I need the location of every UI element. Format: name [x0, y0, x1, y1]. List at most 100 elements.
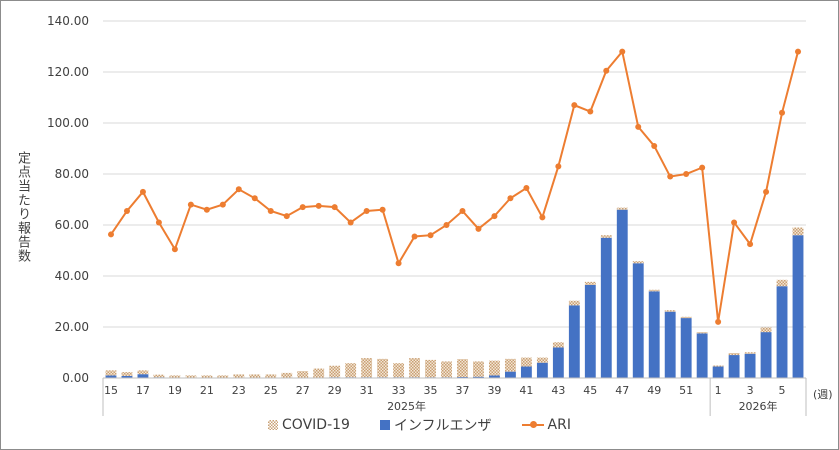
- ari-point: [747, 241, 754, 248]
- legend-label: ARI: [547, 417, 571, 433]
- x-group-label: 2026年: [739, 399, 778, 413]
- covid-bar: [153, 374, 165, 378]
- legend-item-influenza: インフルエンザ: [379, 415, 492, 435]
- covid-bar: [632, 261, 644, 264]
- ari-point: [763, 188, 770, 195]
- ari-point: [123, 207, 130, 214]
- influenza-bar: [680, 318, 692, 378]
- covid-bar: [568, 300, 580, 306]
- covid-bar: [201, 375, 213, 378]
- legend-label: COVID-19: [282, 417, 350, 433]
- covid-bar: [744, 352, 756, 354]
- x-tick-label: 23: [232, 384, 246, 397]
- ari-point: [603, 67, 610, 74]
- ari-point: [459, 207, 466, 214]
- influenza-bar: [744, 353, 756, 378]
- ari-point: [267, 207, 274, 214]
- ari-point: [667, 173, 674, 180]
- x-tick-label: 21: [200, 384, 214, 397]
- covid-bar: [616, 207, 628, 210]
- covid-bar: [169, 375, 181, 378]
- y-tick-label: 100.00: [47, 116, 89, 130]
- x-tick-label: 3: [747, 384, 754, 397]
- x-tick-label: 49: [647, 384, 661, 397]
- influenza-bar: [137, 374, 149, 378]
- ari-point: [635, 123, 642, 130]
- covid-bar: [217, 375, 229, 378]
- ari-point: [411, 233, 418, 240]
- covid-bar: [425, 359, 436, 378]
- x-group-label: 2025年: [387, 399, 426, 413]
- x-tick-label: 33: [392, 384, 406, 397]
- y-tick-label: 120.00: [47, 65, 89, 79]
- ari-point: [491, 213, 498, 220]
- influenza-bar: [776, 286, 788, 378]
- covid-bar: [776, 279, 788, 287]
- x-tick-label: 39: [487, 384, 501, 397]
- y-tick-label: 60.00: [55, 218, 89, 232]
- ari-point: [395, 260, 402, 267]
- covid-bar: [489, 360, 500, 376]
- influenza-bar: [121, 375, 133, 378]
- influenza-bar: [696, 333, 708, 378]
- covid-bar: [281, 372, 293, 378]
- ari-point: [779, 109, 786, 116]
- ari-point: [507, 195, 514, 202]
- covid-swatch: [268, 420, 279, 430]
- covid-bar: [473, 361, 484, 377]
- covid-bar: [105, 370, 117, 376]
- legend-item-covid: COVID-19: [268, 415, 350, 435]
- ari-point: [331, 204, 338, 211]
- covid-bar: [249, 374, 261, 378]
- ari-point: [555, 163, 562, 170]
- covid-bar: [520, 357, 532, 367]
- ari-point: [315, 202, 322, 209]
- ari-point: [187, 201, 194, 208]
- covid-bar: [185, 375, 197, 378]
- ari-point: [523, 185, 530, 192]
- x-tick-label: 5: [779, 384, 786, 397]
- influenza-bar: [648, 291, 660, 378]
- covid-bar: [265, 374, 277, 378]
- covid-bar: [600, 235, 612, 238]
- ari-point: [379, 206, 386, 213]
- x-tick-label: 31: [360, 384, 374, 397]
- influenza-bar: [568, 305, 580, 378]
- y-tick-label: 80.00: [55, 167, 89, 181]
- influenza-bar: [552, 347, 564, 378]
- covid-bar: [345, 363, 357, 378]
- influenza-bar: [504, 371, 516, 378]
- x-tick-label: 43: [551, 384, 565, 397]
- covid-bar: [552, 342, 564, 348]
- covid-bar: [728, 353, 740, 356]
- influenza-bar: [536, 362, 548, 378]
- influenza-bar: [632, 263, 644, 378]
- legend: COVID-19 インフルエンザ ARI: [1, 415, 838, 435]
- influenza-bar: [489, 375, 500, 378]
- ari-point: [731, 219, 738, 226]
- x-tick-label: 45: [583, 384, 597, 397]
- ari-point: [571, 102, 578, 109]
- influenza-bar: [584, 284, 596, 378]
- influenza-bar: [712, 366, 724, 378]
- x-tick-label: 41: [519, 384, 533, 397]
- ari-point: [363, 207, 370, 214]
- ari-point: [107, 231, 114, 238]
- influenza-bar: [473, 376, 484, 378]
- ari-point: [139, 188, 146, 195]
- covid-bar: [664, 310, 676, 312]
- ari-point: [235, 186, 242, 193]
- covid-bar: [696, 332, 708, 334]
- ari-point: [347, 219, 354, 226]
- x-tick-label: 15: [104, 384, 118, 397]
- y-tick-label: 140.00: [47, 14, 89, 28]
- covid-bar: [441, 361, 452, 378]
- influenza-swatch: [379, 420, 390, 430]
- ari-line: [110, 49, 799, 323]
- x-tick-label: 17: [136, 384, 150, 397]
- influenza-bar: [457, 376, 468, 378]
- x-tick-label: 29: [328, 384, 342, 397]
- ari-point: [587, 108, 594, 115]
- covid-bar: [584, 281, 596, 285]
- ari-point: [715, 318, 722, 325]
